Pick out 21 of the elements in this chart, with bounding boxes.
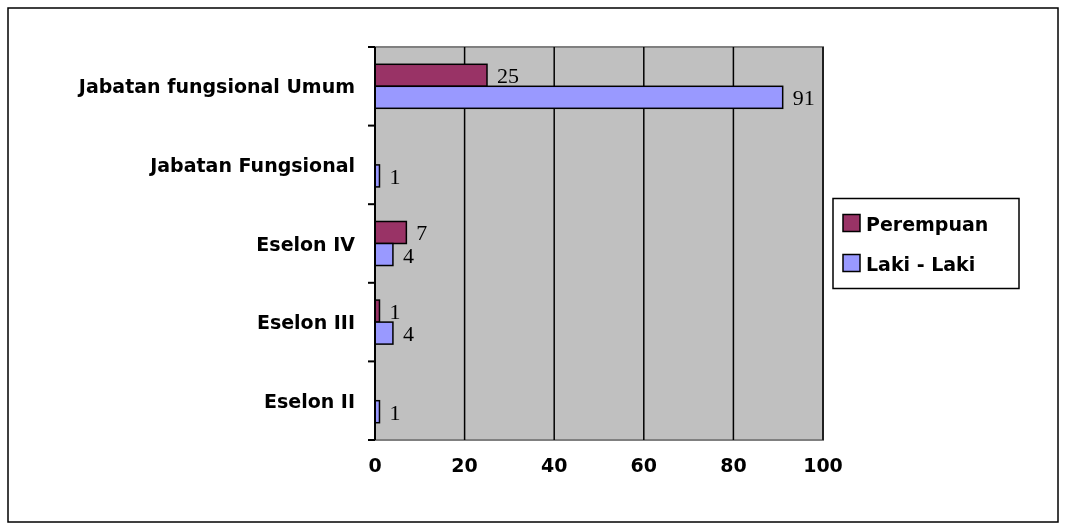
data-label: 4	[402, 242, 414, 268]
data-label: 1	[389, 399, 401, 425]
x-tick-label: 60	[630, 454, 658, 476]
data-label: 4	[402, 321, 414, 347]
x-tick-label: 20	[451, 454, 478, 476]
y-tick-label: Jabatan fungsional Umum	[76, 75, 355, 98]
y-tick-label: Eselon III	[256, 311, 355, 334]
x-tick-label: 80	[720, 454, 747, 476]
data-label: 1	[389, 163, 401, 189]
data-label: 91	[792, 85, 815, 111]
x-tick-label: 40	[540, 454, 568, 476]
data-label: 7	[416, 220, 428, 246]
y-tick-label: Eselon II	[263, 389, 355, 412]
data-label: 25	[497, 63, 519, 89]
x-tick-label: 0	[368, 454, 382, 476]
legend-label: Laki - Laki	[866, 252, 976, 275]
legend-label: Perempuan	[866, 212, 989, 235]
data-label: 1	[389, 299, 401, 325]
y-tick-label: Jabatan Fungsional	[148, 153, 355, 176]
x-tick-label: 100	[803, 454, 843, 476]
y-tick-label: Eselon IV	[256, 232, 356, 255]
